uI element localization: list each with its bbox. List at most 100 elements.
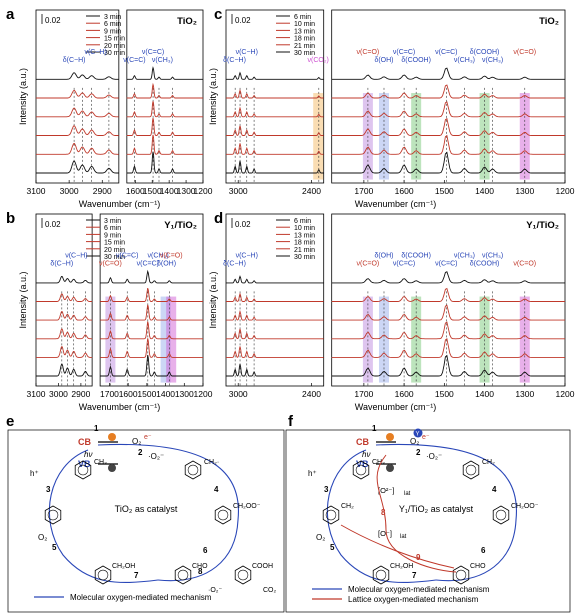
trace-15-min (36, 125, 119, 136)
highlight-band (166, 296, 177, 383)
electron-icon (108, 433, 116, 441)
plot-frame-right (331, 213, 566, 387)
peak-annotation: ν(CO₂) (308, 57, 329, 64)
plot-frame-right (331, 9, 566, 184)
chart-title: Y₁/TiO₂ (526, 220, 559, 231)
lattice-o2-label: [O²⁻] (378, 486, 394, 495)
trace-9-min (126, 101, 203, 118)
trace-18-min (226, 328, 324, 340)
panel-label-a: a (6, 6, 15, 23)
x-tick-label: 1500 (435, 186, 454, 196)
chart-title: TiO₂ (177, 16, 197, 27)
legend-entry: Molecular oxygen-mediated mechanism (348, 585, 490, 594)
chart-b: 3100 3000 2900 1700 1600 1500 1400 1300 1200 Wave… (18, 213, 213, 412)
peak-annotation: δ(COOH) (470, 49, 500, 56)
peak-annotation: ν(C=C) (142, 49, 164, 56)
h-label: h⁺ (308, 469, 317, 478)
benzene-ring (184, 460, 202, 480)
trace-6-min (36, 293, 93, 302)
x-tick-label: 3100 (27, 389, 46, 399)
legend-entry: 20 min (104, 247, 125, 254)
step-5: 5 (330, 543, 335, 552)
trace-21-min (226, 143, 324, 155)
step-7: 7 (134, 571, 139, 580)
trace-20-min (36, 142, 119, 155)
chart-d: 3000 2400 1700 1600 1500 1400 1300 1200 Wavenumb… (208, 213, 575, 412)
o2-label: O₂ (38, 533, 47, 542)
trace-21-min (226, 346, 324, 358)
ring-inner (325, 509, 337, 521)
benzene-ring (74, 460, 92, 480)
step-6: 6 (203, 546, 208, 555)
cycle-path (375, 443, 518, 582)
x-tick-label: 1400 (156, 389, 175, 399)
trace-9-min (36, 310, 93, 321)
x-tick-label: 1300 (175, 389, 194, 399)
peak-annotation: ν(CH₃) (482, 253, 503, 260)
peak-annotation: ν(C=O) (357, 261, 380, 268)
trace-10-min (226, 88, 324, 99)
trace-6-min (331, 271, 565, 284)
trace-6-min (226, 275, 324, 284)
ring-inner (217, 509, 229, 521)
chart-title: TiO₂ (539, 16, 559, 27)
cycle-path (326, 449, 437, 584)
o2-radical-label: ·O₂⁻ (208, 587, 222, 594)
trace-6-min (331, 67, 565, 80)
x-tick-label: 3000 (49, 389, 68, 399)
ring-inner (495, 509, 507, 521)
catalyst-label: Y₁/TiO₂ as catalyst (399, 504, 474, 514)
peak-annotation: ν(C−H) (236, 49, 258, 56)
legend-entry: Molecular oxygen-mediated mechanism (70, 593, 212, 602)
hv-label: hν (84, 450, 92, 459)
trace-30-min (226, 364, 324, 377)
panel-label-d: d (214, 210, 223, 227)
peak-annotation: ν(C=O) (99, 261, 122, 268)
benzene-ring (214, 505, 232, 525)
panel-label-e: e (6, 413, 14, 430)
trace-20-min (126, 134, 203, 155)
legend-entry: 30 min (104, 254, 125, 261)
peak-annotation: δ(OH) (374, 253, 393, 260)
x-tick-label: 1500 (143, 186, 162, 196)
hole-icon (386, 464, 394, 472)
trace-30-min (331, 151, 565, 174)
peak-annotation: δ(C−H) (50, 261, 73, 268)
legend-entry: 18 min (294, 240, 315, 247)
peak-annotation: δ(COOH) (401, 57, 431, 64)
x-tick-label: 1400 (160, 186, 179, 196)
cb-label: CB (78, 437, 91, 447)
benzene-ring (94, 565, 112, 585)
legend-entry: 30 min (294, 50, 315, 57)
trace-30-min (100, 354, 203, 377)
x-tick-label: 1700 (354, 186, 373, 196)
o2-label: O₂ (316, 533, 325, 542)
y-axis-label: Intensity (a.u.) (18, 271, 28, 328)
x-tick-label: 2400 (302, 186, 321, 196)
ch2-radical-label: CH₂· (204, 459, 219, 466)
trace-30-min (331, 354, 565, 377)
y-axis-label: Intensity (a.u.) (208, 68, 218, 125)
catalyst-label: TiO₂ as catalyst (115, 504, 178, 514)
trace-13-min (226, 309, 324, 321)
peak-annotation: ν(C=O) (357, 49, 380, 56)
plot-frame-left (225, 213, 325, 387)
trace-20-min (100, 338, 203, 358)
peak-annotation: ν(C=O) (160, 253, 183, 260)
x-tick-label: 1200 (194, 186, 213, 196)
x-tick-label: 1600 (126, 186, 145, 196)
legend-entry: 13 min (294, 28, 315, 35)
x-tick-label: 1500 (435, 389, 454, 399)
legend-entry: 9 min (104, 232, 121, 239)
trace-10-min (226, 292, 324, 302)
step-3: 3 (46, 485, 51, 494)
legend-entry: 30 min (294, 254, 315, 261)
peak-annotation: ν(C−H) (65, 253, 87, 260)
spectra-charts: 3100 3000 2900 16001500140013001200Wavenumb… (18, 9, 575, 412)
trace-15-min (100, 321, 203, 340)
x-tick-label: 3000 (229, 389, 248, 399)
step-1: 1 (372, 424, 377, 433)
panel-label-b: b (6, 210, 15, 227)
